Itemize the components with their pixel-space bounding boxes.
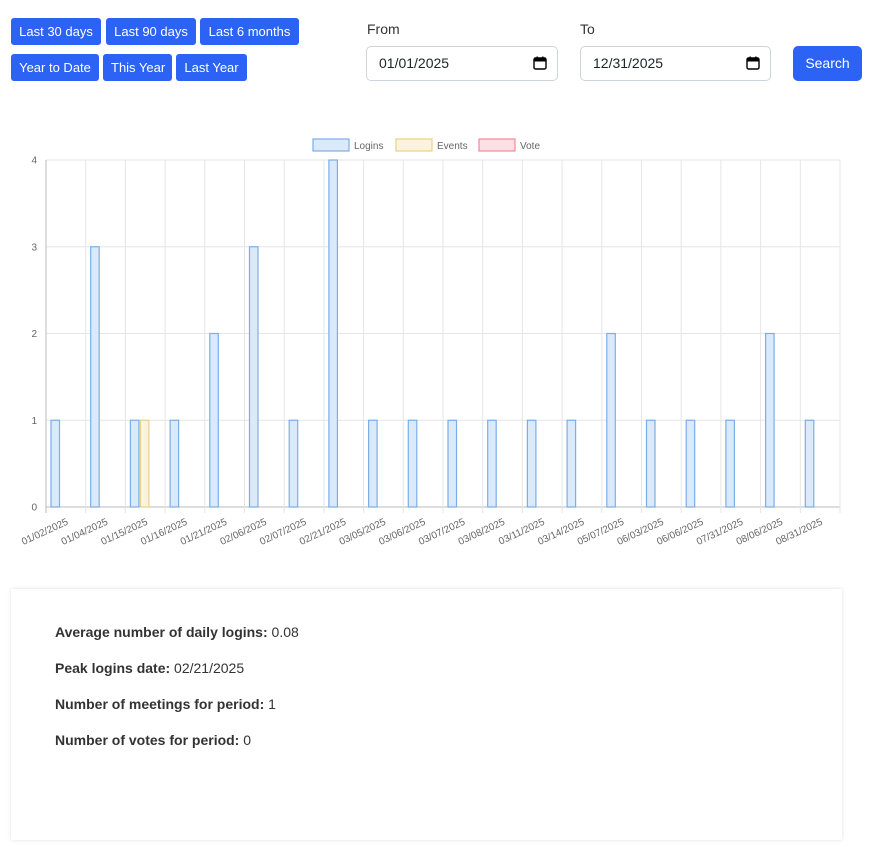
y-tick-label: 3 [31, 242, 37, 253]
stat-value: 1 [268, 696, 276, 712]
last-90-days-button[interactable]: Last 90 days [106, 18, 196, 45]
bar-logins-17 [725, 419, 736, 508]
bar-logins-5 [248, 246, 259, 508]
bar-logins-16 [685, 419, 696, 508]
year-to-date-button[interactable]: Year to Date [11, 54, 99, 81]
y-tick-label: 1 [31, 416, 37, 427]
this-year-button[interactable]: This Year [103, 54, 172, 81]
stat-label: Number of meetings for period: [55, 696, 265, 712]
to-date-value: 12/31/2025 [593, 55, 664, 71]
bar-logins-2 [129, 419, 140, 508]
stat-peak-date: Peak logins date: 02/21/2025 [55, 660, 244, 676]
bar-logins-13 [566, 419, 577, 508]
legend-swatch-events [395, 138, 433, 152]
to-date-input[interactable]: 12/31/2025 [580, 46, 771, 81]
stats-card: Average number of daily logins: 0.08 Pea… [11, 589, 842, 840]
calendar-icon[interactable] [533, 56, 547, 70]
legend-label-events: Events [437, 141, 468, 152]
legend-swatch-vote [478, 138, 516, 152]
legend-label-logins: Logins [354, 141, 383, 152]
from-date-value: 01/01/2025 [379, 55, 450, 71]
stat-value: 0 [243, 732, 252, 748]
bar-logins-15 [645, 419, 656, 508]
from-date-input[interactable]: 01/01/2025 [366, 46, 558, 81]
search-button[interactable]: Search [793, 46, 862, 81]
bar-logins-7 [328, 159, 338, 508]
from-label: From [367, 21, 400, 37]
legend-swatch-logins [312, 138, 350, 152]
bar-logins-0 [50, 419, 61, 508]
bar-logins-11 [487, 419, 497, 508]
stat-value: 02/21/2025 [174, 660, 245, 676]
y-tick-label: 0 [31, 503, 37, 514]
stat-votes: Number of votes for period: 0 [55, 732, 251, 748]
bar-logins-6 [288, 419, 299, 508]
bar-logins-8 [368, 419, 378, 508]
bar-logins-12 [526, 419, 537, 508]
bar-logins-1 [90, 246, 100, 508]
last-30-days-button[interactable]: Last 30 days [11, 18, 101, 45]
bar-logins-10 [447, 419, 458, 508]
stat-label: Number of votes for period: [55, 732, 240, 748]
y-tick-label: 4 [31, 156, 37, 167]
stat-average-logins: Average number of daily logins: 0.08 [55, 624, 299, 640]
bar-logins-3 [169, 419, 180, 508]
stat-value: 0.08 [271, 624, 299, 640]
last-year-button[interactable]: Last Year [176, 54, 247, 81]
last-6-months-button[interactable]: Last 6 months [200, 18, 299, 45]
bar-logins-14 [606, 332, 616, 508]
stat-label: Peak logins date: [55, 660, 171, 676]
bar-logins-4 [209, 332, 219, 508]
calendar-icon[interactable] [746, 56, 760, 70]
y-tick-label: 2 [31, 329, 37, 340]
bar-logins-9 [407, 419, 418, 508]
legend-label-vote: Vote [520, 141, 540, 152]
stat-label: Average number of daily logins: [55, 624, 268, 640]
stat-meetings: Number of meetings for period: 1 [55, 696, 276, 712]
to-label: To [580, 21, 595, 37]
bar-events-2 [139, 419, 150, 508]
logins-chart: 0123401/02/202501/04/202501/15/202501/16… [20, 138, 841, 548]
bar-logins-18 [764, 332, 775, 508]
bar-logins-19 [804, 419, 815, 508]
